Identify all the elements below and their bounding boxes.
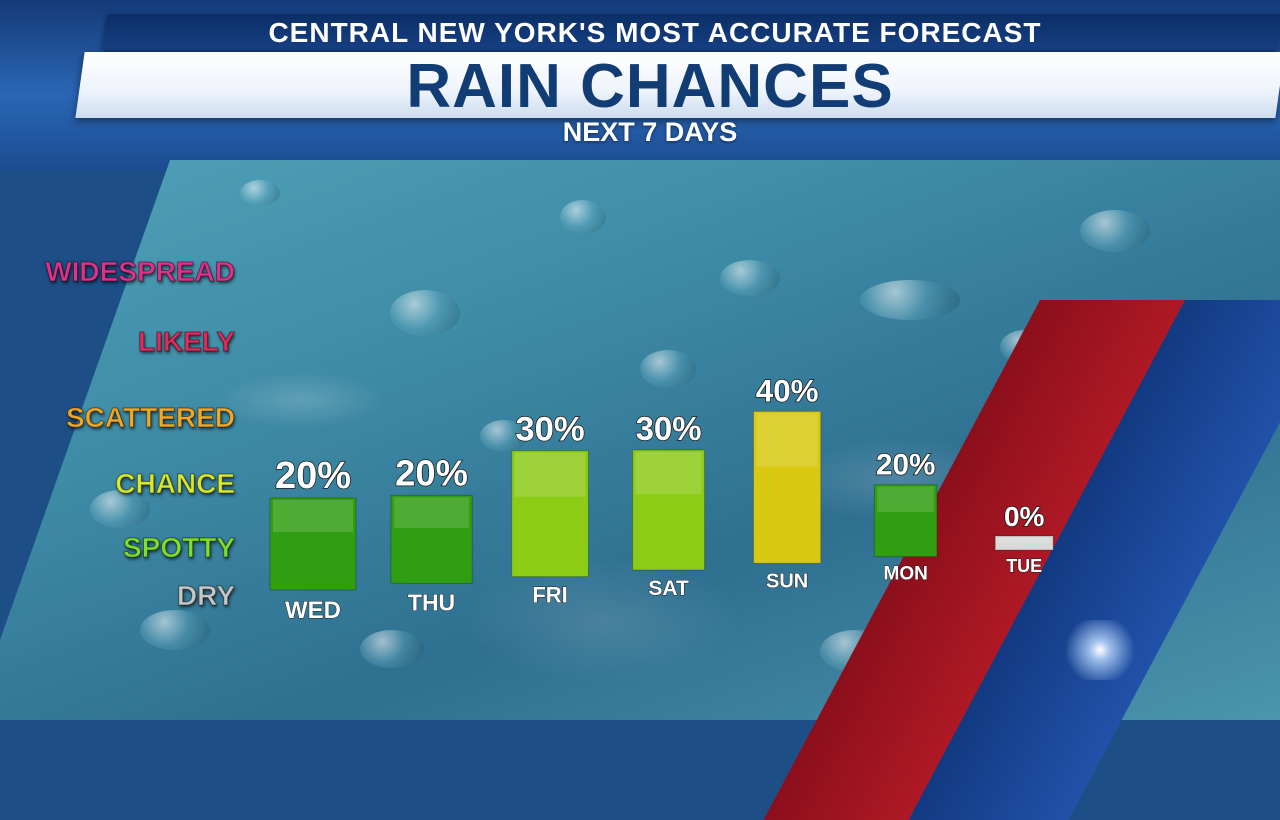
raindrop [860, 280, 960, 320]
bar-thu [390, 494, 473, 584]
raindrop [140, 610, 210, 650]
bar-highlight [877, 486, 934, 512]
raindrop [390, 290, 460, 336]
bar-tue [994, 535, 1054, 551]
bar-value-label-sun: 40% [756, 373, 819, 408]
day-label-tue: TUE [1006, 556, 1042, 576]
level-label-spotty: SPOTTY [122, 532, 235, 564]
bar-highlight [273, 500, 353, 533]
raindrop [640, 350, 696, 388]
raindrop [360, 630, 424, 668]
level-label-widespread: WIDESPREAD [45, 256, 236, 288]
lens-flare [1060, 620, 1140, 680]
bar-mon [873, 484, 938, 558]
bar-value-label-fri: 30% [515, 411, 584, 449]
bar-highlight [393, 497, 470, 529]
raindrop [480, 420, 528, 452]
level-label-chance: CHANCE [115, 468, 236, 500]
day-label-thu: THU [408, 589, 455, 615]
level-label-scattered: SCATTERED [65, 402, 235, 434]
bar-highlight [998, 538, 1051, 543]
raindrop [240, 180, 280, 206]
bar-value-label-mon: 20% [876, 449, 935, 482]
level-label-dry: DRY [176, 580, 235, 612]
bar-highlight [756, 413, 818, 467]
bar-sat [632, 449, 706, 571]
rain-chance-bar-chart: 20% WED 20% THU 30% FRI 30% SAT 40% SUN 20% MON 0% TU… [269, 373, 1054, 625]
raindrop [90, 490, 150, 528]
bar-highlight [635, 452, 702, 494]
day-label-mon: MON [884, 564, 928, 585]
raindrop [1080, 210, 1150, 252]
level-label-likely: LIKELY [138, 326, 236, 358]
bar-value-label-tue: 0% [1004, 501, 1045, 532]
bar-value-label-sat: 30% [636, 410, 702, 447]
day-label-sat: SAT [648, 577, 689, 600]
bar-highlight [514, 452, 586, 497]
bar-fri [511, 450, 589, 578]
raindrop [720, 260, 780, 296]
brand-tagline: CENTRAL NEW YORK'S MOST ACCURATE FORECAS… [268, 17, 1042, 48]
raindrop [560, 200, 606, 234]
bar-wed [269, 497, 357, 591]
day-label-wed: WED [285, 597, 341, 624]
bar-sun [752, 410, 822, 564]
day-label-fri: FRI [532, 583, 567, 608]
day-label-sun: SUN [766, 570, 808, 592]
page-title: RAIN CHANCES [406, 52, 894, 121]
page-subtitle: NEXT 7 DAYS [562, 117, 738, 147]
bar-value-label-wed: 20% [275, 455, 351, 497]
bar-value-label-thu: 20% [395, 452, 468, 493]
